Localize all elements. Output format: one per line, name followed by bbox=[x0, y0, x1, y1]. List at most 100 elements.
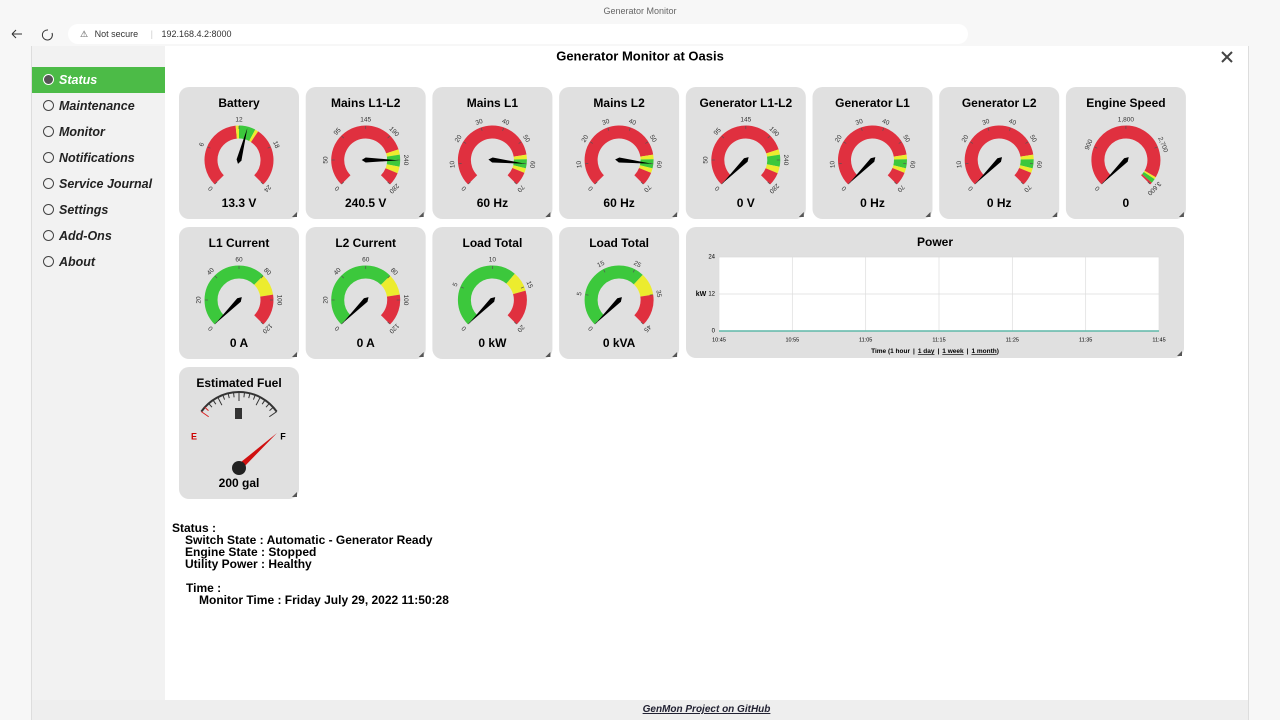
gauge-tick bbox=[1154, 146, 1158, 149]
gauge-tick bbox=[468, 181, 471, 185]
gauge-tick bbox=[607, 127, 610, 131]
gauge-tick bbox=[341, 275, 345, 279]
address-bar: ⚠ Not secure | 192.168.4.2:8000 bbox=[0, 22, 1280, 46]
gauge-zone bbox=[506, 273, 526, 295]
gauge-tick bbox=[767, 135, 771, 139]
gauge-tick-label: 5 bbox=[576, 291, 584, 296]
range-link[interactable]: 1 day bbox=[918, 348, 935, 355]
gauge-tick bbox=[514, 181, 517, 185]
resize-handle bbox=[798, 212, 804, 217]
gauge-tick-label: 10 bbox=[829, 160, 837, 168]
fuel-empty: E bbox=[191, 431, 197, 441]
gauge-tick-label: 10 bbox=[449, 160, 457, 168]
gauge-tick-label: 0 bbox=[460, 184, 468, 192]
gauge-tick bbox=[520, 286, 524, 289]
gauge-tick bbox=[721, 135, 725, 139]
gauge-value: 0 A bbox=[357, 336, 376, 350]
gauge-tick-label: 60 bbox=[655, 160, 663, 168]
gauge-value: 0 V bbox=[737, 196, 755, 210]
gauge-tick-label: 18 bbox=[271, 140, 280, 150]
gauge-title: Mains L1-L2 bbox=[331, 96, 401, 110]
y-tick-label: 0 bbox=[712, 329, 716, 335]
nav-item[interactable]: Add-Ons bbox=[32, 223, 165, 249]
nav-item[interactable]: Settings bbox=[32, 197, 165, 223]
status-text: Time : bbox=[186, 581, 221, 595]
gauge-needle bbox=[342, 297, 369, 324]
resize-handle bbox=[292, 212, 297, 217]
nav-buttons[interactable] bbox=[10, 27, 55, 41]
gauge-tick bbox=[987, 127, 990, 131]
nav-label: Notifications bbox=[59, 151, 135, 165]
fuel-knob bbox=[232, 461, 246, 475]
fuel-title: Estimated Fuel bbox=[196, 376, 281, 390]
title-bar: Generator Monitor bbox=[0, 0, 1280, 22]
gauge-zone bbox=[760, 167, 778, 185]
card bbox=[179, 367, 299, 499]
gauge-zone bbox=[250, 131, 274, 185]
gauge-tick-label: 20 bbox=[196, 296, 203, 304]
nav-icon bbox=[43, 152, 54, 163]
card bbox=[685, 87, 806, 219]
gauge-tick-label: 0 bbox=[460, 324, 468, 332]
gauge-zone bbox=[331, 265, 391, 325]
gauge-zone bbox=[766, 149, 780, 157]
gauge-tick bbox=[645, 141, 649, 144]
gauge-title: Mains L1 bbox=[467, 96, 519, 110]
url-field[interactable]: ⚠ Not secure | 192.168.4.2:8000 bbox=[68, 24, 968, 44]
gauge-tick bbox=[463, 141, 467, 144]
gauge-zone bbox=[380, 294, 401, 325]
gauge-title: Load Total bbox=[589, 236, 649, 250]
nav-item[interactable]: Status bbox=[32, 67, 165, 93]
nav-item[interactable]: Service Journal bbox=[32, 171, 165, 197]
gauge-tick bbox=[1009, 127, 1011, 131]
gauge-zone bbox=[380, 275, 400, 298]
gauge-tick-label: 0 bbox=[587, 184, 595, 192]
gauge-value: 0 A bbox=[230, 336, 249, 350]
gauge-title: L2 Current bbox=[335, 236, 396, 250]
gauge-tick-label: 5 bbox=[452, 281, 460, 287]
gauge-tick bbox=[460, 286, 464, 289]
gauge-tick bbox=[894, 181, 897, 185]
fuel-tick bbox=[252, 394, 256, 400]
nav-icon bbox=[43, 178, 54, 189]
fuel-tick bbox=[269, 406, 274, 412]
y-tick-label: 12 bbox=[708, 292, 715, 298]
resize-handle bbox=[418, 212, 424, 217]
gauge-tick-label: 95 bbox=[333, 127, 343, 137]
gauge-value: 0 bbox=[1123, 196, 1130, 210]
nav-item[interactable]: About bbox=[32, 249, 165, 275]
nav-icon bbox=[43, 204, 54, 215]
gauge-tick-label: 50 bbox=[648, 134, 658, 144]
resize-handle bbox=[292, 492, 297, 497]
gauge-tick bbox=[341, 181, 345, 185]
resize-handle bbox=[672, 352, 678, 357]
gauge-tick bbox=[387, 181, 390, 185]
gauge-tick bbox=[1094, 146, 1098, 149]
gauge-tick-label: 50 bbox=[322, 156, 329, 164]
dashboard: Generator Monitor at Oasis Battery 0 6 12 18… bbox=[172, 48, 1233, 607]
gauge-tick bbox=[260, 275, 264, 279]
gauge-tick bbox=[207, 146, 211, 149]
github-link[interactable]: GenMon Project on GitHub bbox=[642, 704, 771, 715]
gauge-zone bbox=[249, 129, 259, 143]
nav-item[interactable]: Maintenance bbox=[32, 93, 165, 119]
settings-icon[interactable] bbox=[1221, 51, 1233, 63]
status-text: Monitor Time : Friday July 29, 2022 11:5… bbox=[199, 593, 449, 607]
gauge-title: Generator L1 bbox=[835, 96, 910, 110]
range-link[interactable]: 1 week bbox=[942, 348, 964, 355]
card bbox=[432, 87, 553, 219]
x-tick-label: 11:35 bbox=[1079, 337, 1092, 343]
gauge-value: 60 Hz bbox=[477, 196, 508, 210]
nav-item[interactable]: Notifications bbox=[32, 145, 165, 171]
gauge-tick-label: 40 bbox=[1008, 118, 1017, 127]
browser-sidebar bbox=[1248, 46, 1280, 720]
nav-label: Add-Ons bbox=[59, 229, 112, 243]
gauge-needle bbox=[595, 297, 622, 324]
nav-item[interactable]: Monitor bbox=[32, 119, 165, 145]
gauge-tick-label: 20 bbox=[322, 296, 329, 304]
card bbox=[812, 87, 933, 219]
gauge-tick-label: 240 bbox=[402, 155, 409, 166]
range-link[interactable]: 1 month bbox=[971, 348, 996, 355]
gauge-tick bbox=[214, 181, 218, 185]
range-text: Time (1 hour bbox=[871, 348, 910, 355]
